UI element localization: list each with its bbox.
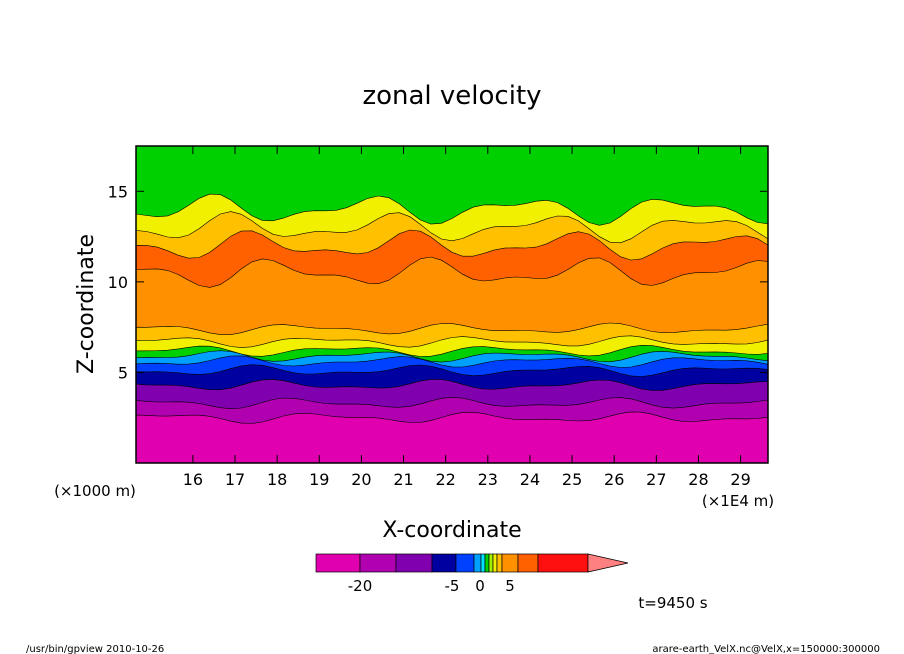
x-tick-label: 23 xyxy=(478,470,498,489)
colorbar-swatch xyxy=(431,553,457,573)
x-unit-left: (×1000 m) xyxy=(54,482,136,500)
colorbar-swatch xyxy=(492,553,498,573)
colorbar-swatch xyxy=(395,553,433,573)
footer-left: /usr/bin/gpview 2010-10-26 xyxy=(26,644,164,654)
colorbar-swatch xyxy=(473,553,482,573)
y-tick-label: 5 xyxy=(118,363,128,382)
x-tick-label: 25 xyxy=(562,470,582,489)
colorbar-swatch xyxy=(480,553,486,573)
y-axis-label: Z-coordinate xyxy=(74,234,99,374)
plot-frame xyxy=(135,145,769,464)
colorbar-swatch xyxy=(455,553,475,573)
colorbar-swatch xyxy=(537,553,589,573)
colorbar-swatch xyxy=(501,553,519,573)
x-tick-label: 19 xyxy=(309,470,329,489)
x-axis-label: X-coordinate xyxy=(382,518,521,543)
x-unit-right: (×1E4 m) xyxy=(702,492,774,510)
colorbar-swatch xyxy=(488,553,494,573)
colorbar-swatch xyxy=(315,553,361,573)
x-axis: 16 17 18 19 20 21 22 23 24 25 26 27 28 29 xyxy=(183,146,751,489)
colorbar-tick-label: -5 xyxy=(445,577,460,595)
x-tick-label: 18 xyxy=(267,470,287,489)
x-tick-label: 28 xyxy=(688,470,708,489)
x-tick-label: 20 xyxy=(351,470,371,489)
plot-area xyxy=(136,146,768,463)
contour-band-0 xyxy=(136,411,768,463)
y-axis: 5 10 15 xyxy=(108,182,768,382)
colorbar-extend-arrow xyxy=(587,553,629,573)
colorbar-tick-label: 5 xyxy=(505,577,515,595)
x-tick-label: 24 xyxy=(520,470,540,489)
x-tick-label: 29 xyxy=(730,470,750,489)
x-tick-label: 17 xyxy=(225,470,245,489)
colorbar-tick-label: 0 xyxy=(475,577,485,595)
footer-right: arare-earth_VelX.nc@VelX,x=150000:300000 xyxy=(652,644,880,654)
colorbar-swatch xyxy=(484,553,490,573)
x-tick-label: 16 xyxy=(183,470,203,489)
colorbar-swatch xyxy=(517,553,539,573)
y-tick-label: 15 xyxy=(108,182,128,201)
time-label: t=9450 s xyxy=(638,594,707,612)
x-tick-label: 21 xyxy=(393,470,413,489)
x-tick-label: 26 xyxy=(604,470,624,489)
x-tick-label: 22 xyxy=(436,470,456,489)
colorbar: -20 -5 0 5 xyxy=(315,553,629,595)
chart-title: zonal velocity xyxy=(362,81,541,111)
colorbar-swatch xyxy=(496,553,503,573)
colorbar-swatch xyxy=(359,553,397,573)
x-tick-label: 27 xyxy=(646,470,666,489)
colorbar-tick-label: -20 xyxy=(348,577,373,595)
y-tick-label: 10 xyxy=(108,273,128,292)
